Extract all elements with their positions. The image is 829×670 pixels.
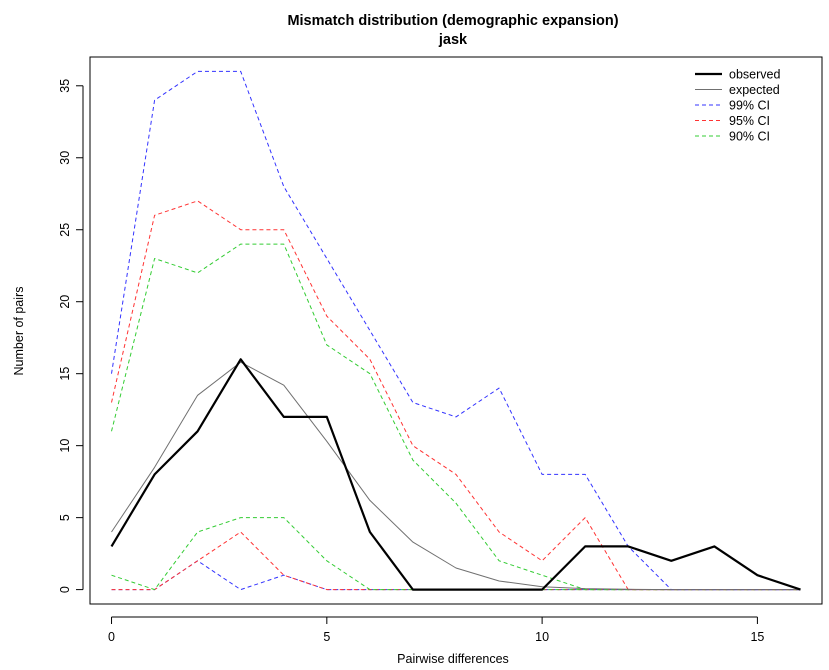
series-line-ci-lower-5 bbox=[111, 517, 801, 591]
series-line-ci-lower-6 bbox=[111, 531, 801, 591]
series-line-99-ci bbox=[111, 70, 801, 591]
x-axis: 0 5 10 15 bbox=[108, 616, 764, 644]
legend-label: expected bbox=[729, 83, 780, 97]
series-layer bbox=[110, 70, 801, 591]
legend-label: observed bbox=[729, 68, 780, 82]
y-tick-label: 20 bbox=[58, 295, 72, 309]
chart-title: Mismatch distribution (demographic expan… bbox=[287, 13, 618, 29]
plot-frame bbox=[89, 56, 823, 605]
legend-label: 95% CI bbox=[729, 114, 770, 128]
x-tick-label: 15 bbox=[750, 630, 764, 644]
series-line-90-ci bbox=[111, 243, 801, 591]
legend-label: 90% CI bbox=[729, 130, 770, 144]
y-tick-label: 25 bbox=[58, 223, 72, 237]
x-axis-label: Pairwise differences bbox=[397, 652, 509, 666]
y-tick-label: 0 bbox=[58, 586, 72, 593]
legend-label: 99% CI bbox=[729, 99, 770, 113]
y-tick-label: 15 bbox=[58, 367, 72, 381]
y-axis-label: Number of pairs bbox=[12, 287, 26, 376]
y-tick-label: 30 bbox=[58, 151, 72, 165]
y-tick-label: 10 bbox=[58, 439, 72, 453]
series-line-expected bbox=[111, 361, 801, 591]
x-tick-label: 10 bbox=[535, 630, 549, 644]
x-tick-label: 5 bbox=[323, 630, 330, 644]
series-line-observed bbox=[110, 358, 801, 591]
series-line-95-ci bbox=[111, 200, 801, 591]
y-tick-label: 35 bbox=[58, 79, 72, 93]
x-tick-label: 0 bbox=[108, 630, 115, 644]
y-tick-label: 5 bbox=[58, 514, 72, 521]
series-line-ci-lower-7 bbox=[111, 560, 801, 591]
chart-subtitle: jask bbox=[438, 32, 468, 48]
y-axis: 0 5 10 15 20 25 30 35 bbox=[58, 79, 84, 593]
